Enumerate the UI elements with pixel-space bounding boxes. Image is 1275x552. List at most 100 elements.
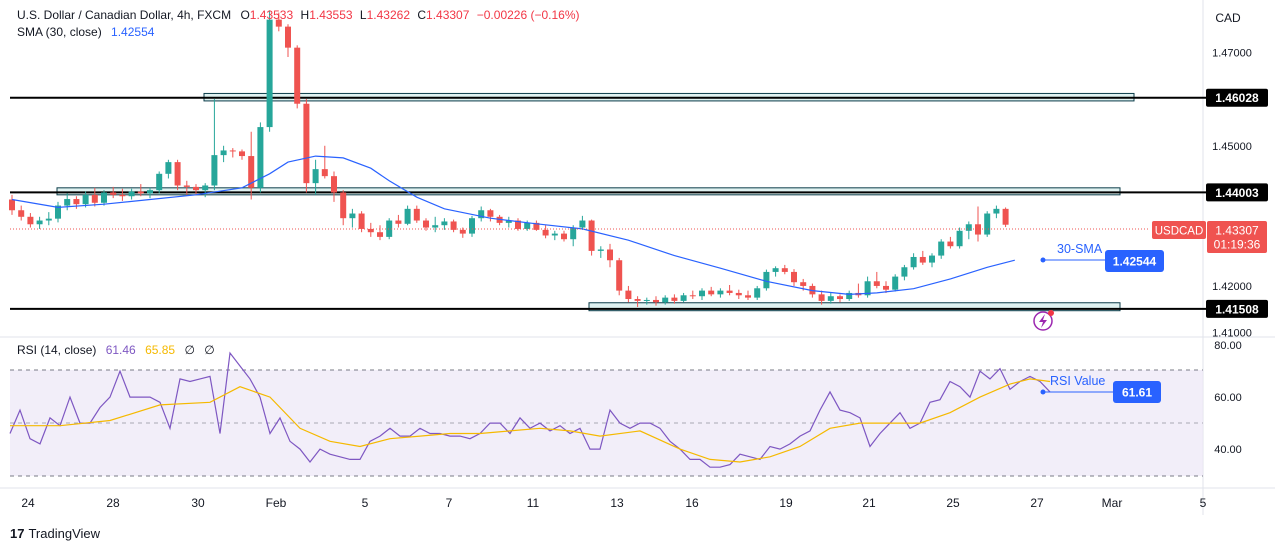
rsi-annotation-text[interactable]: RSI Value	[1050, 374, 1105, 388]
candle-body	[910, 256, 917, 268]
candle-body	[717, 290, 724, 295]
alert-lightning-icon[interactable]	[1033, 310, 1054, 331]
candle-body	[257, 127, 264, 188]
tradingview-logo[interactable]: 17 TradingView	[10, 526, 100, 541]
candle-body	[597, 249, 604, 251]
candle-body	[294, 47, 301, 104]
rsi-ma-line[interactable]	[10, 378, 1051, 463]
rsi-axis-tick: 40.00	[1214, 444, 1242, 456]
candle-body	[377, 232, 383, 237]
change-value: −0.00226 (−0.16%)	[476, 8, 580, 22]
candle-body	[708, 290, 715, 295]
candle-body	[634, 299, 641, 301]
candle-body	[36, 220, 43, 225]
sma-label[interactable]: SMA (30, close)	[17, 25, 102, 39]
legend-rsi[interactable]: RSI (14, close) 61.46 65.85 ∅ ∅	[17, 343, 215, 357]
rsi-annotation-tag[interactable]: 61.61	[1122, 386, 1152, 400]
rsi-ma-value: 65.85	[145, 343, 176, 357]
candle-body	[312, 169, 319, 184]
time-axis-tick: 7	[446, 496, 453, 510]
time-axis-tick: 16	[685, 496, 699, 510]
candle-body	[193, 186, 199, 191]
candle-body	[643, 299, 650, 301]
candle-body	[975, 224, 981, 235]
low-label: L	[359, 8, 367, 22]
last-price-tag-bg[interactable]	[1207, 221, 1267, 253]
candle-body	[110, 192, 117, 195]
candle-body	[128, 191, 135, 197]
candle-body	[45, 218, 52, 221]
candle-body	[864, 281, 871, 296]
candle-body	[432, 225, 439, 228]
candle-body	[239, 151, 245, 157]
candle-body	[55, 205, 61, 219]
time-axis-tick: 27	[1030, 496, 1044, 510]
rsi-annotation-anchor[interactable]	[1040, 389, 1046, 395]
candle-body	[248, 156, 255, 188]
candle-body	[202, 185, 209, 191]
last-price-tag[interactable]: 1.43307	[1215, 224, 1259, 238]
sma-annotation-anchor[interactable]	[1040, 257, 1046, 263]
sr-zone-2[interactable]	[56, 187, 1121, 196]
legend-sma[interactable]: SMA (30, close) 1.42554	[17, 25, 154, 39]
candle-body	[791, 271, 797, 283]
candle-body	[763, 271, 770, 289]
candle-body	[386, 220, 393, 237]
rsi-label[interactable]: RSI (14, close)	[17, 343, 97, 357]
countdown-tag: 01:19:36	[1214, 238, 1261, 252]
candle-body	[459, 229, 466, 234]
time-axis-tick: Feb	[266, 496, 287, 510]
tradingview-logo-icon: 17	[10, 526, 25, 541]
price-axis-tick: 1.45000	[1212, 141, 1252, 153]
level-tag-2[interactable]: 1.44003	[1215, 186, 1259, 200]
candle-body	[413, 208, 420, 221]
sr-zone-3[interactable]	[588, 302, 1121, 312]
level-tag-1[interactable]: 1.46028	[1215, 91, 1259, 105]
symbol-title[interactable]: U.S. Dollar / Canadian Dollar, 4h, FXCM	[17, 8, 232, 22]
candle-body	[726, 290, 733, 293]
time-axis-tick: 13	[610, 496, 624, 510]
level-tag-bg-2[interactable]	[1206, 183, 1268, 202]
candle-body	[27, 216, 34, 225]
level-tag-bg-1[interactable]	[1206, 88, 1268, 107]
candle-body	[73, 199, 80, 205]
candle-body	[892, 276, 899, 290]
candle-body	[211, 155, 218, 186]
level-tag-3[interactable]: 1.41508	[1215, 302, 1259, 316]
sma-line[interactable]	[11, 155, 1015, 296]
currency-label[interactable]: CAD	[1215, 11, 1241, 25]
candle-body	[395, 220, 402, 224]
candle-body	[745, 295, 751, 298]
high-label: H	[300, 8, 310, 22]
symbol-tag-bg[interactable]	[1152, 221, 1206, 239]
candle-body	[947, 241, 954, 247]
candle-body	[220, 150, 227, 156]
candle-body	[993, 208, 1000, 214]
candle-body	[478, 210, 485, 219]
candle-body	[772, 268, 779, 272]
legend-main[interactable]: U.S. Dollar / Canadian Dollar, 4h, FXCM …	[17, 8, 580, 22]
rsi-extra-2: ∅	[204, 343, 215, 357]
level-tag-bg-3[interactable]	[1206, 299, 1268, 318]
candle-body	[616, 260, 623, 291]
sma-annotation-text[interactable]: 30-SMA	[1057, 242, 1103, 256]
candle-body	[340, 192, 347, 219]
candle-body	[919, 256, 926, 263]
candle-body	[956, 230, 963, 247]
rsi-annotation-tag-bg[interactable]	[1113, 381, 1161, 403]
sma-annotation-tag-bg[interactable]	[1105, 250, 1164, 272]
candle-body	[349, 213, 356, 219]
candle-body	[1002, 208, 1009, 225]
symbol-tag[interactable]: USDCAD	[1155, 226, 1204, 238]
candle-body	[542, 229, 549, 236]
price-axis-tick: 1.47000	[1212, 47, 1252, 59]
rsi-line[interactable]	[9, 351, 1051, 468]
close-label: C	[417, 8, 427, 22]
candle-body	[781, 268, 788, 272]
time-axis-tick: 28	[106, 496, 120, 510]
sma-annotation-tag[interactable]: 1.42544	[1113, 255, 1157, 269]
candle-body	[358, 213, 365, 229]
candle-body	[156, 173, 163, 191]
candle-body	[818, 294, 825, 301]
candle-body	[653, 299, 659, 303]
